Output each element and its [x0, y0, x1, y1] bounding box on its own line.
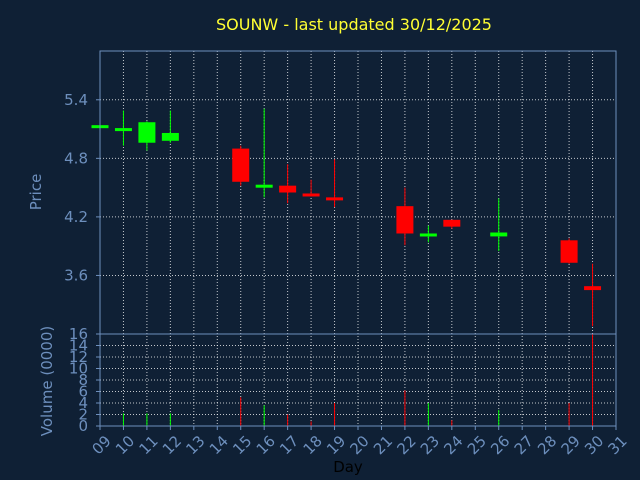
x-tick-label: 15: [229, 432, 255, 458]
x-tick-label: 19: [323, 432, 349, 458]
volume-tick-label: 12: [69, 348, 88, 366]
x-tick-label: 28: [534, 432, 560, 458]
candle-body: [279, 185, 297, 193]
x-tick-label: 18: [300, 432, 326, 458]
price-tick-label: 4.8: [64, 149, 88, 167]
volume-tick-label: 10: [69, 360, 88, 378]
candle-body: [584, 286, 602, 291]
candle-body: [326, 197, 344, 201]
volume-axis-label: Volume (0000): [38, 326, 56, 436]
volume-tick-label: 0: [78, 417, 88, 435]
x-tick-label: 12: [159, 432, 185, 458]
price-tick-label: 5.4: [64, 91, 88, 109]
chart-title: SOUNW - last updated 30/12/2025: [216, 15, 492, 34]
candle-body: [232, 148, 250, 182]
price-tick-label: 4.2: [64, 208, 88, 226]
x-tick-label: 13: [182, 432, 208, 458]
marks-layer: [91, 108, 602, 426]
x-tick-label: 21: [370, 432, 396, 458]
x-tick-label: 31: [605, 432, 631, 458]
candle-body: [161, 132, 179, 141]
volume-tick-label: 2: [78, 406, 88, 424]
x-tick-label: 17: [276, 432, 302, 458]
x-axis-label: Day: [333, 458, 363, 476]
candle-body: [138, 122, 156, 143]
candle-body: [443, 219, 461, 227]
x-tick-label: 14: [206, 432, 232, 458]
volume-tick-label: 16: [69, 325, 88, 343]
candle-body: [419, 233, 437, 237]
x-tick-label: 26: [487, 432, 513, 458]
x-tick-label: 10: [112, 432, 138, 458]
grid-layer: [100, 51, 616, 426]
axis-layer: 3.64.24.85.40246810121416091011121314151…: [64, 50, 631, 458]
x-tick-label: 30: [581, 432, 607, 458]
candle-body: [255, 184, 273, 188]
x-tick-label: 24: [440, 432, 466, 458]
candle-body: [490, 232, 508, 237]
x-tick-label: 29: [558, 432, 584, 458]
x-tick-label: 23: [417, 432, 443, 458]
x-tick-label: 11: [135, 432, 161, 458]
volume-tick-label: 4: [78, 394, 88, 412]
candle-body: [396, 206, 414, 234]
x-tick-label: 22: [393, 432, 419, 458]
price-axis-label: Price: [27, 174, 45, 211]
candle-body: [560, 240, 578, 263]
candle-body: [302, 193, 320, 197]
price-tick-label: 3.6: [64, 266, 88, 284]
x-tick-label: 09: [89, 432, 115, 458]
x-tick-label: 27: [511, 432, 537, 458]
volume-tick-label: 8: [78, 371, 88, 389]
volume-tick-label: 6: [78, 383, 88, 401]
x-tick-label: 16: [253, 432, 279, 458]
candle-body: [114, 128, 132, 132]
volume-tick-label: 14: [69, 337, 88, 355]
x-tick-label: 25: [464, 432, 490, 458]
x-tick-label: 20: [347, 432, 373, 458]
